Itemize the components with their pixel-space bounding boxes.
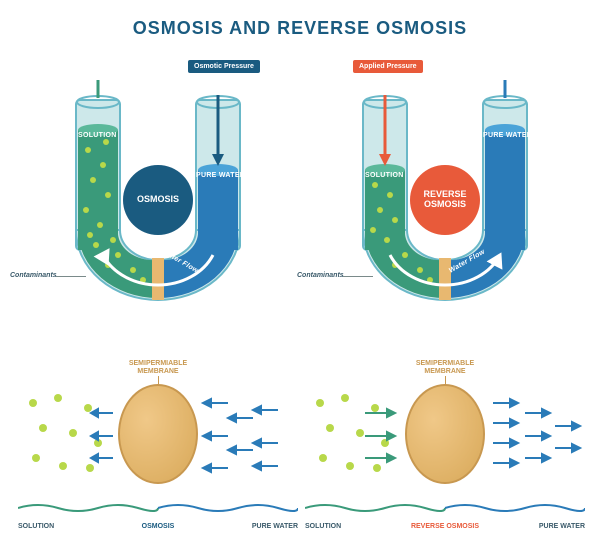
bottom-diagrams: SEMIPERMIABLEMEMBRANE: [0, 360, 600, 530]
contaminants-leader: [56, 276, 86, 277]
contaminants-label-left: Contaminants: [10, 272, 57, 279]
solution-label-right: SOLUTION: [365, 172, 404, 179]
wave-right: [305, 502, 585, 514]
reverse-osmosis-panel: Applied Pressure: [305, 60, 585, 340]
bottom-osmosis: SEMIPERMIABLEMEMBRANE: [18, 360, 298, 530]
reverse-badge-text2: OSMOSIS: [424, 200, 466, 210]
membrane-label-left: SEMIPERMIABLEMEMBRANE: [129, 360, 187, 375]
purewater-label-right: PURE WATER: [483, 132, 532, 139]
strip-center-right: REVERSE OSMOSIS: [411, 523, 479, 530]
wave-left: [18, 502, 298, 514]
membrane-label-right: SEMIPERMIABLEMEMBRANE: [416, 360, 474, 375]
solution-label-left: SOLUTION: [78, 132, 117, 139]
reverse-badge: REVERSE OSMOSIS: [410, 165, 480, 235]
osmosis-badge-text: OSMOSIS: [137, 195, 179, 205]
right-particles-osmosis: [198, 388, 298, 484]
strip-labels-left: SOLUTION OSMOSIS PURE WATER: [18, 523, 298, 530]
top-diagrams: Osmotic Pressure: [0, 60, 600, 340]
strip-solution-left: SOLUTION: [18, 523, 54, 530]
membrane-disc-right: [405, 384, 485, 484]
osmosis-panel: Osmotic Pressure: [18, 60, 298, 340]
membrane-disc-left: [118, 384, 198, 484]
osmotic-pressure-label: Osmotic Pressure: [188, 60, 260, 73]
strip-center-left: OSMOSIS: [142, 523, 175, 530]
strip-labels-right: SOLUTION REVERSE OSMOSIS PURE WATER: [305, 523, 585, 530]
bottom-reverse: SEMIPERMIABLEMEMBRANE: [305, 360, 585, 530]
right-particles-reverse: [485, 388, 585, 484]
strip-pure-left: PURE WATER: [252, 523, 298, 530]
strip-solution-right: SOLUTION: [305, 523, 341, 530]
applied-pressure-label: Applied Pressure: [353, 60, 423, 73]
purewater-label-left: PURE WATER: [196, 172, 245, 179]
left-particles-reverse: [305, 388, 405, 484]
contaminants-label-right: Contaminants: [297, 272, 344, 279]
strip-pure-right: PURE WATER: [539, 523, 585, 530]
contaminants-leader-right: [343, 276, 373, 277]
osmosis-badge: OSMOSIS: [123, 165, 193, 235]
left-particles-osmosis: [18, 388, 118, 484]
main-title: OSMOSIS AND REVERSE OSMOSIS: [0, 0, 600, 39]
